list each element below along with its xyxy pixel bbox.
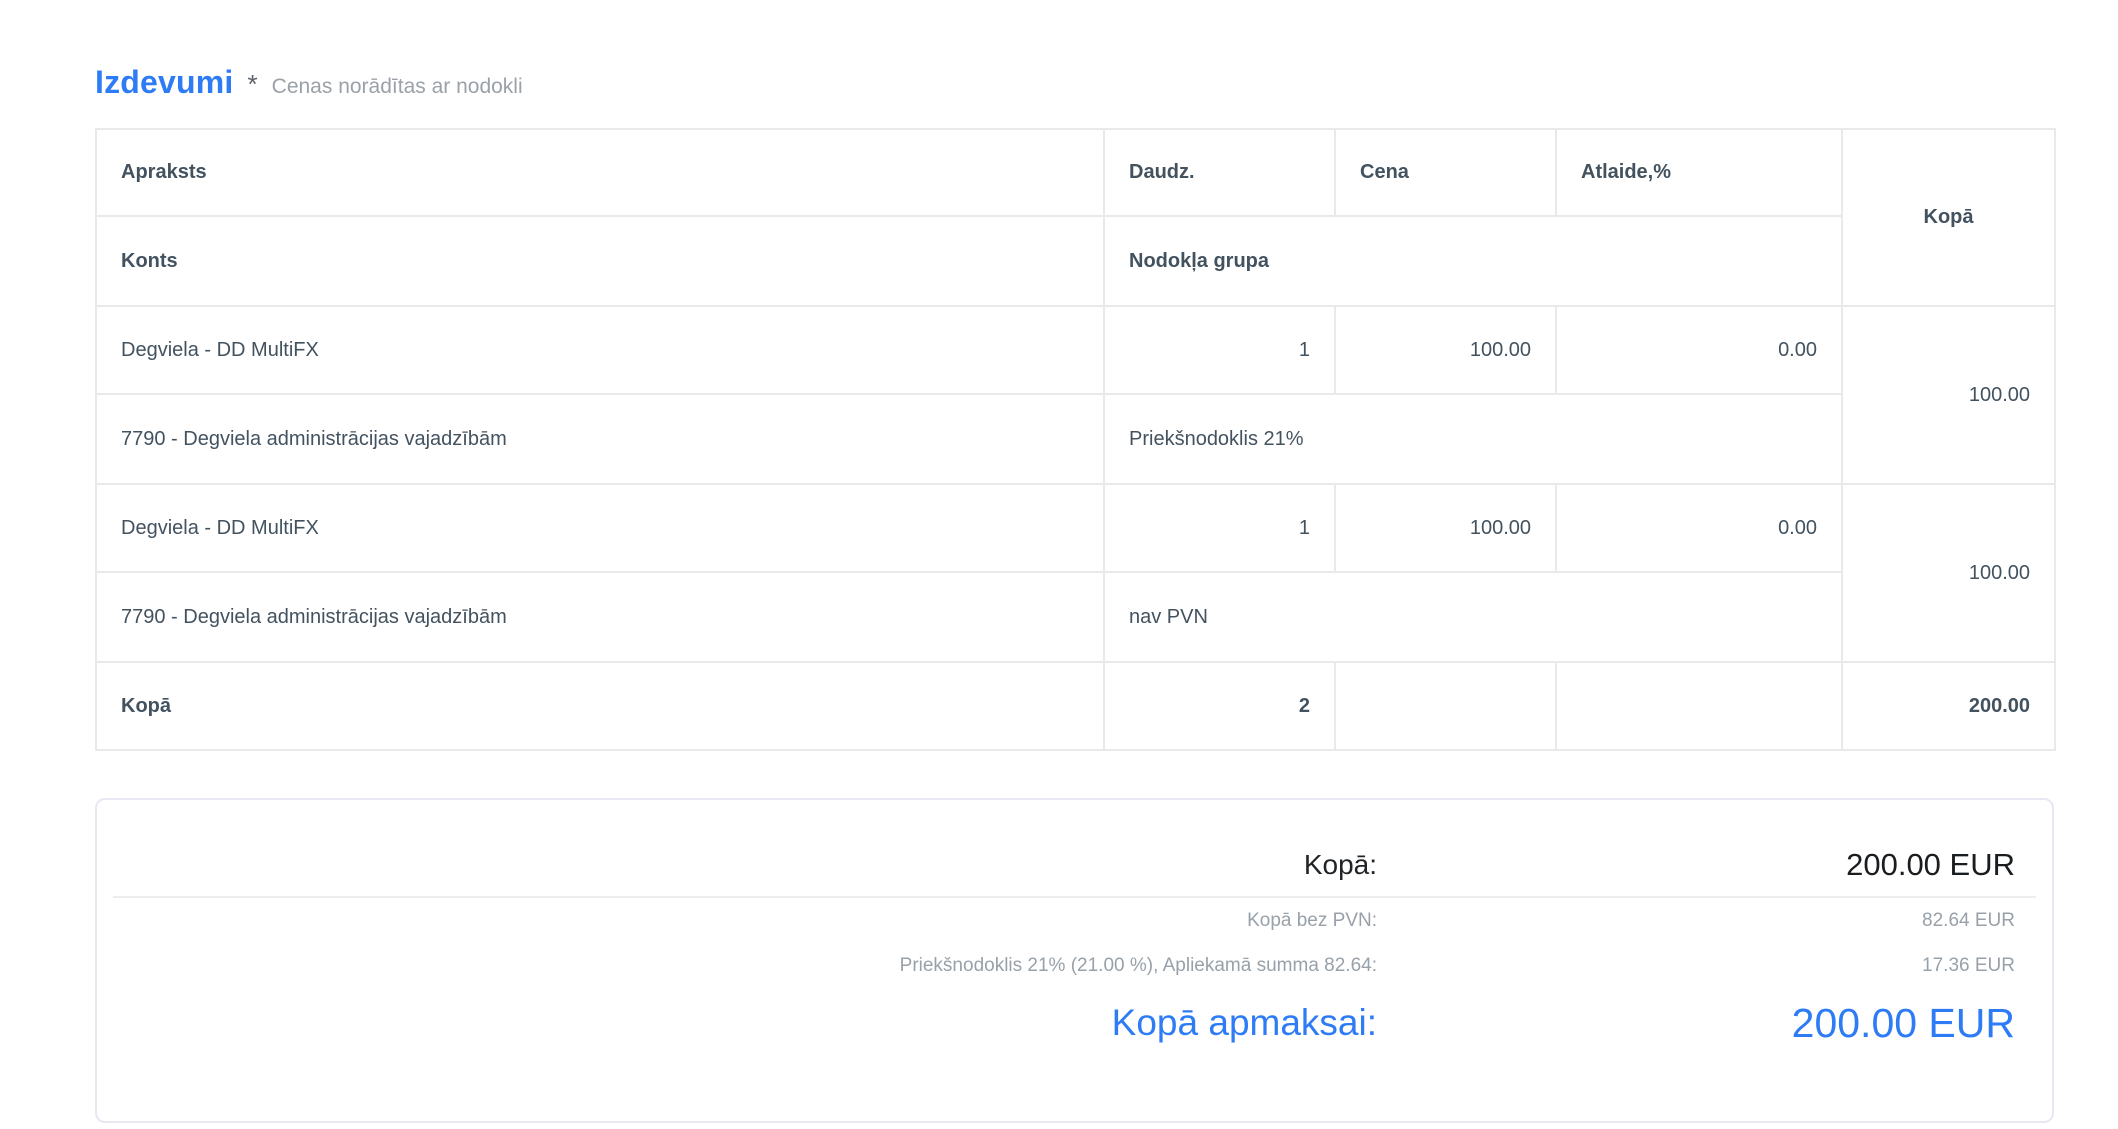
table-footer-row: Kopā 2 200.00 [95, 661, 2056, 751]
footer-label: Kopā [95, 661, 1105, 751]
summary-vat-label: Priekšnodoklis 21% (21.00 %), Apliekamā … [899, 954, 1377, 976]
summary-without-vat-label: Kopā bez PVN: [1247, 909, 1377, 931]
summary-payable-label: Kopā apmaksai: [1111, 1002, 1377, 1043]
summary-total-label: Kopā: [1303, 849, 1377, 880]
summary-without-vat-value: 82.64 EUR [1922, 909, 2015, 931]
item-1-total: 100.00 [1841, 305, 2056, 485]
item-row-2-main: Degviela - DD MultiFX 1 100.00 0.00 100.… [95, 483, 2056, 663]
item-2-quantity: 1 [1103, 483, 1336, 573]
section-header: Izdevumi * Cenas norādītas ar nodokli [95, 64, 2054, 106]
col-header-cena: Cena [1334, 128, 1557, 217]
item-row-2-account: 7790 - Degviela administrācijas vajadzīb… [95, 571, 2055, 663]
footer-total: 200.00 [1841, 661, 2056, 751]
item-2-total: 100.00 [1841, 483, 2056, 663]
footer-empty-cena [1334, 661, 1557, 751]
col-header-daudz: Daudz. [1103, 128, 1336, 217]
item-1-account: 7790 - Degviela administrācijas vajadzīb… [95, 393, 1105, 485]
item-row-1-main: Degviela - DD MultiFX 1 100.00 0.00 100.… [95, 305, 2056, 485]
col-header-apraksts: Apraksts [95, 128, 1105, 217]
summary-row-without-vat: Kopā bez PVN: 82.64 EUR [97, 898, 2052, 943]
col-header-kopa: Kopā [1841, 128, 2056, 307]
footer-quantity: 2 [1103, 661, 1336, 751]
totals-panel: Kopā: 200.00 EUR Kopā bez PVN: 82.64 EUR… [95, 798, 2054, 1123]
tax-included-asterisk: * [247, 69, 258, 99]
item-1-tax-group: Priekšnodoklis 21% [1103, 393, 1843, 485]
tax-included-note: Cenas norādītas ar nodokli [271, 75, 523, 98]
footer-empty-atlaide [1555, 661, 1843, 751]
col-header-atlaide: Atlaide,% [1555, 128, 1843, 217]
table-header-row-secondary: Konts Nodokļa grupa [95, 215, 2055, 307]
item-row-1-account: 7790 - Degviela administrācijas vajadzīb… [95, 393, 2055, 485]
item-1-quantity: 1 [1103, 305, 1336, 395]
item-1-description: Degviela - DD MultiFX [95, 305, 1105, 395]
item-2-price: 100.00 [1334, 483, 1557, 573]
expenses-table: Apraksts Daudz. Cena Atlaide,% Kopā Kont… [95, 128, 2056, 751]
summary-vat-value: 17.36 EUR [1922, 954, 2015, 976]
summary-divider [113, 896, 2036, 898]
col-header-konts: Konts [95, 215, 1105, 307]
summary-total-value: 200.00 EUR [1846, 847, 2015, 882]
col-header-nodokla-grupa: Nodokļa grupa [1103, 215, 1843, 307]
summary-row-vat: Priekšnodoklis 21% (21.00 %), Apliekamā … [97, 943, 2052, 988]
table-header-row-main: Apraksts Daudz. Cena Atlaide,% Kopā [95, 128, 2056, 307]
item-2-description: Degviela - DD MultiFX [95, 483, 1105, 573]
item-1-discount: 0.00 [1555, 305, 1843, 395]
summary-payable-value: 200.00 EUR [1791, 999, 2015, 1046]
item-2-discount: 0.00 [1555, 483, 1843, 573]
item-2-tax-group: nav PVN [1103, 571, 1843, 663]
summary-row-total: Kopā: 200.00 EUR [97, 834, 2052, 896]
summary-row-payable: Kopā apmaksai: 200.00 EUR [97, 988, 2052, 1058]
item-1-price: 100.00 [1334, 305, 1557, 395]
page-title: Izdevumi [95, 64, 234, 100]
item-2-account: 7790 - Degviela administrācijas vajadzīb… [95, 571, 1105, 663]
